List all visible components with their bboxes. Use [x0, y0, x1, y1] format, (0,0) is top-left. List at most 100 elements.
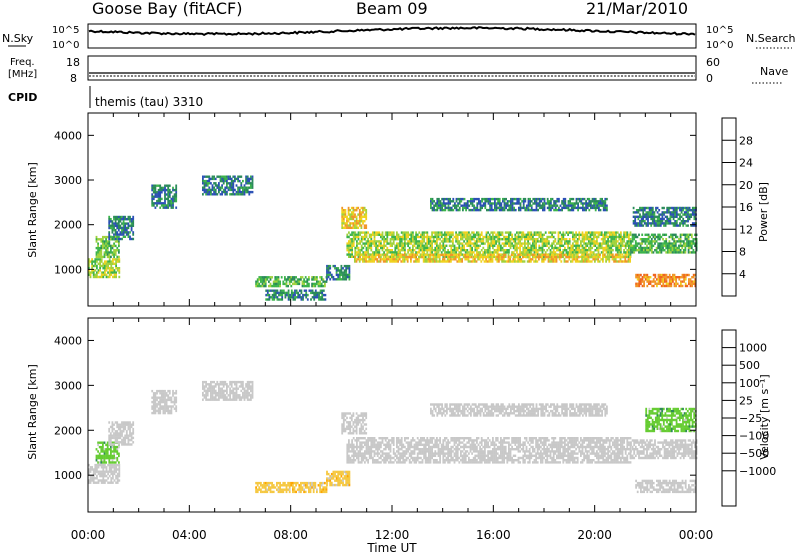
range-gate-cell	[458, 200, 461, 203]
range-gate-cell	[509, 260, 511, 263]
range-gate-cell	[320, 284, 323, 288]
range-gate-cell	[437, 253, 439, 257]
range-gate-cell	[687, 251, 690, 254]
range-gate-cell	[692, 251, 695, 254]
range-gate-cell	[463, 197, 466, 201]
range-gate-cell	[650, 206, 653, 210]
range-gate-cell	[587, 255, 590, 259]
range-gate-cell	[597, 255, 600, 258]
range-gate-cell	[397, 255, 400, 258]
range-gate-cell	[384, 255, 387, 258]
range-gate-cell	[444, 235, 446, 239]
range-gate-cell	[510, 208, 512, 212]
range-gate-cell	[683, 211, 686, 214]
range-gate-cell	[662, 238, 664, 241]
range-gate-cell	[342, 273, 344, 277]
range-gate-cell	[580, 255, 582, 258]
range-gate-cell	[612, 235, 614, 239]
range-gate-cell	[626, 233, 629, 236]
range-gate-cell	[230, 188, 233, 192]
range-gate-cell	[602, 251, 605, 254]
range-gate-cell	[348, 242, 350, 245]
range-gate-cell	[418, 235, 421, 239]
range-gate-cell	[376, 244, 379, 247]
range-gate-cell	[368, 255, 371, 259]
range-gate-cell	[224, 188, 227, 192]
range-gate-cell	[122, 430, 125, 433]
range-gate-cell	[655, 220, 657, 223]
range-gate-cell	[458, 251, 461, 254]
range-gate-cell	[159, 197, 162, 201]
range-gate-cell	[471, 249, 473, 252]
range-gate-cell	[388, 255, 390, 258]
range-gate-cell	[367, 246, 369, 250]
range-gate-cell	[121, 443, 123, 446]
range-gate-cell	[110, 238, 112, 241]
scatter-region	[354, 253, 631, 263]
range-gate-cell	[100, 238, 103, 241]
colorbar-tick-label: 24	[739, 157, 753, 170]
range-gate-cell	[592, 242, 595, 245]
range-gate-cell	[354, 255, 356, 259]
range-gate-cell	[581, 249, 584, 252]
range-gate-cell	[168, 199, 171, 203]
range-gate-cell	[690, 240, 693, 243]
range-gate-cell	[503, 235, 505, 239]
range-gate-cell	[621, 244, 624, 247]
range-gate-cell	[226, 182, 228, 185]
range-gate-cell	[681, 240, 684, 243]
range-gate-cell	[527, 251, 529, 254]
range-gate-cell	[642, 213, 645, 216]
range-gate-cell	[363, 258, 366, 261]
range-gate-cell	[516, 200, 519, 203]
range-gate-cell	[466, 258, 468, 261]
freq-label: Freq.	[10, 57, 35, 68]
range-gate-cell	[424, 231, 427, 234]
range-gate-cell	[396, 246, 398, 250]
range-gate-cell	[575, 249, 577, 252]
range-gate-cell	[243, 188, 246, 192]
range-gate-cell	[301, 276, 304, 279]
range-gate-cell	[95, 253, 98, 256]
range-gate-cell	[156, 405, 158, 408]
range-gate-cell	[99, 269, 101, 272]
range-gate-cell	[113, 463, 116, 467]
range-gate-cell	[639, 249, 642, 252]
range-gate-cell	[160, 407, 163, 410]
range-gate-cell	[496, 231, 499, 234]
range-gate-cell	[222, 175, 225, 178]
range-gate-cell	[162, 392, 165, 395]
range-gate-cell	[94, 260, 97, 263]
range-gate-cell	[160, 394, 163, 397]
range-gate-cell	[538, 255, 540, 259]
range-gate-cell	[543, 240, 545, 243]
range-gate-cell	[648, 206, 651, 210]
range-gate-cell	[464, 235, 467, 239]
range-gate-cell	[170, 197, 173, 201]
range-gate-cell	[484, 235, 486, 239]
range-gate-cell	[631, 251, 634, 254]
range-gate-cell	[344, 222, 347, 225]
range-gate-cell	[124, 235, 127, 238]
range-gate-cell	[152, 197, 155, 201]
range-gate-cell	[436, 204, 439, 207]
range-gate-cell	[645, 211, 648, 214]
range-gate-cell	[162, 407, 165, 410]
range-gate-cell	[290, 284, 293, 288]
range-gate-cell	[477, 253, 479, 257]
range-gate-cell	[216, 193, 219, 196]
range-gate-cell	[643, 213, 646, 216]
range-gate-cell	[607, 251, 609, 254]
range-gate-cell	[415, 246, 417, 250]
range-gate-cell	[597, 244, 600, 247]
range-gate-cell	[276, 296, 279, 299]
range-gate-cell	[381, 233, 384, 236]
range-gate-cell	[575, 253, 577, 256]
range-gate-cell	[350, 206, 353, 210]
range-gate-cell	[518, 253, 521, 257]
range-gate-cell	[271, 289, 274, 292]
range-gate-cell	[112, 260, 114, 263]
range-gate-cell	[461, 233, 464, 236]
range-gate-cell	[692, 280, 695, 283]
range-gate-cell	[293, 280, 296, 283]
